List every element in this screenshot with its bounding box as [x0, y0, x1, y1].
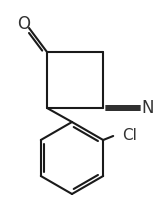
Text: N: N — [142, 99, 154, 117]
Text: O: O — [18, 15, 31, 33]
Text: Cl: Cl — [122, 128, 137, 142]
